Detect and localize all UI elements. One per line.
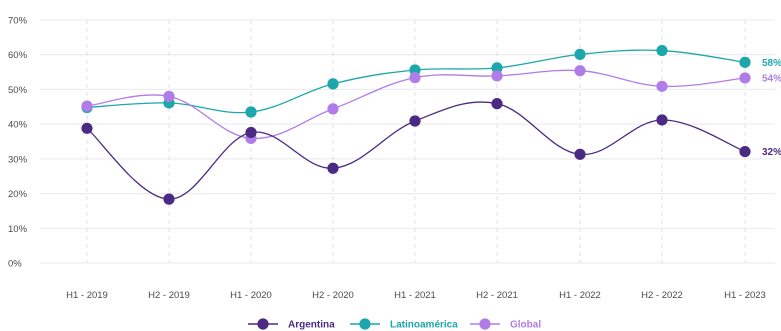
- data-point-latinoamerica: [656, 44, 668, 57]
- data-point-global: [81, 100, 93, 112]
- data-point-latinoamerica: [574, 48, 586, 60]
- x-tick-label: H1 - 2020: [230, 290, 272, 301]
- data-point-global: [574, 65, 586, 77]
- x-tick-label: H2 - 2020: [312, 290, 354, 301]
- y-tick-label: 10%: [8, 224, 28, 235]
- x-tick-label: H1 - 2021: [394, 290, 436, 301]
- series-argentina: [81, 98, 751, 205]
- x-tick-label: H2 - 2019: [148, 290, 190, 301]
- y-tick-label: 30%: [8, 154, 28, 165]
- data-point-global: [327, 103, 339, 115]
- x-tick-label: H2 - 2022: [641, 290, 683, 301]
- data-point-latinoamerica: [327, 78, 339, 90]
- legend-marker: [257, 318, 269, 330]
- y-tick-label: 20%: [8, 189, 28, 200]
- legend-marker: [359, 318, 371, 330]
- y-tick-label: 70%: [8, 16, 28, 27]
- x-tick-label: H2 - 2021: [476, 290, 518, 301]
- data-point-argentina: [739, 145, 751, 158]
- x-tick-label: H1 - 2023: [724, 290, 766, 301]
- end-label-argentina: 32%: [762, 147, 781, 158]
- end-label-global: 54%: [762, 73, 781, 84]
- data-point-global: [409, 72, 421, 84]
- legend-item-latinoamerica: Latinoamérica: [350, 318, 458, 331]
- data-point-argentina: [491, 98, 503, 110]
- data-point-global: [656, 80, 668, 92]
- data-point-global: [491, 70, 503, 82]
- y-tick-label: 50%: [8, 85, 28, 96]
- y-tick-label: 60%: [8, 50, 28, 61]
- data-point-latinoamerica: [245, 106, 257, 118]
- legend-marker: [479, 318, 491, 330]
- data-point-argentina: [656, 114, 668, 126]
- data-point-latinoamerica: [491, 62, 503, 74]
- legend-label: Argentina: [288, 320, 335, 331]
- legend: Argentina Latinoamérica Global: [248, 318, 541, 331]
- data-point-argentina: [409, 115, 421, 127]
- data-point-global: [739, 72, 751, 84]
- grid: [40, 19, 775, 264]
- end-labels: 58% 54% 32%: [762, 58, 781, 158]
- data-point-argentina: [574, 148, 586, 160]
- y-axis-ticks: 0% 10% 20% 30% 40% 50% 60% 70%: [8, 16, 28, 270]
- x-tick-label: H1 - 2019: [66, 290, 108, 301]
- data-point-argentina: [163, 193, 175, 205]
- y-tick-label: 40%: [8, 120, 28, 131]
- data-point-argentina: [81, 122, 93, 134]
- series-group: [81, 44, 751, 205]
- x-axis-ticks: H1 - 2019 H2 - 2019 H1 - 2020 H2 - 2020 H1 -…: [66, 290, 766, 301]
- x-tick-label: H1 - 2022: [559, 290, 601, 301]
- legend-item-global: Global: [470, 318, 541, 331]
- legend-item-argentina: Argentina: [248, 318, 335, 331]
- data-point-global: [163, 90, 175, 102]
- data-point-latinoamerica: [739, 56, 751, 68]
- data-point-argentina: [327, 162, 339, 174]
- data-point-argentina: [245, 126, 257, 139]
- legend-label: Latinoamérica: [390, 320, 458, 331]
- legend-label: Global: [510, 320, 541, 331]
- y-tick-label: 0%: [8, 259, 22, 270]
- end-label-latinoamerica: 58%: [762, 58, 781, 69]
